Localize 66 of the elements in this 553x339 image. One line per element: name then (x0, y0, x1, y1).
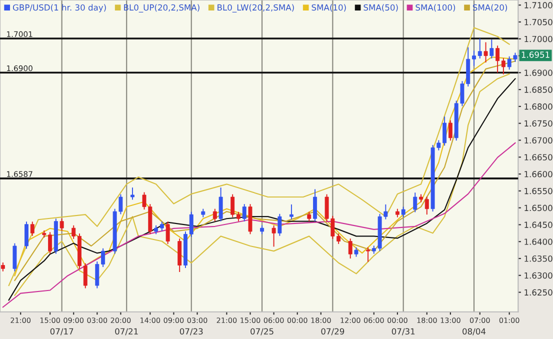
candlestick (30, 221, 34, 236)
candlestick (166, 221, 170, 244)
candlestick (178, 238, 182, 272)
y-tick-label: 1.6650 (524, 154, 552, 160)
y-tick-label: 1.6400 (524, 238, 552, 245)
line-series (8, 27, 510, 286)
candlestick (354, 246, 358, 258)
y-tick-label: 1.6350 (524, 255, 552, 262)
candlestick (83, 262, 88, 289)
y-tick-label: 1.6250 (524, 289, 552, 296)
candlestick (472, 50, 476, 66)
candlestick (242, 204, 246, 222)
x-tick-label: 07/31 (392, 328, 415, 336)
candlestick (189, 211, 194, 238)
candlestick (236, 211, 240, 222)
candlestick (101, 248, 106, 268)
y-tick-label: 1.6800 (524, 103, 552, 110)
candlestick (501, 58, 506, 75)
candlestick (12, 242, 17, 272)
candlestick (130, 187, 134, 200)
y-tick-label: 1.6550 (524, 188, 552, 194)
y-tick-label: 1.6750 (524, 120, 552, 127)
candlestick (478, 38, 482, 59)
candlestick (289, 204, 294, 220)
candlestick (24, 221, 28, 250)
candlestick (448, 120, 452, 142)
candlestick (230, 194, 235, 218)
legend-label: GBP/USD(1 hr. 30 day) (12, 4, 106, 12)
candlestick (72, 224, 76, 240)
candlestick (272, 224, 276, 248)
annotation: 1.6951 (522, 52, 550, 58)
x-tick-label: 07/23 (180, 328, 203, 336)
candlestick (95, 261, 100, 289)
y-tick-label: 1.7000 (524, 36, 552, 42)
legend-label: SMA(50) (364, 4, 398, 12)
y-tick-label: 1.6700 (524, 137, 552, 144)
y-tick-label: 1.6300 (524, 272, 552, 279)
y-tick-label: 1.6500 (524, 204, 552, 212)
x-tick-label: 08/04 (462, 328, 486, 336)
candlestick (413, 192, 418, 213)
x-tick-label: 07/25 (250, 328, 274, 336)
y-tick-label: 1.7050 (524, 18, 552, 26)
candlestick (160, 221, 164, 232)
x-tick-label: 07/17 (50, 328, 74, 336)
candlestick (278, 213, 282, 236)
y-tick-label: 1.6600 (524, 171, 552, 178)
candlestick (424, 196, 429, 216)
x-tick-label: 07/29 (321, 328, 344, 336)
candlestick (484, 42, 488, 63)
y-tick-label: 1.6900 (524, 70, 552, 76)
candlestick (496, 45, 500, 74)
candlestick (218, 187, 223, 222)
candlestick (212, 208, 217, 222)
legend-label: SMA(100) (416, 4, 456, 12)
candlestick (307, 211, 312, 222)
candlestick (60, 218, 64, 232)
candlestick (401, 206, 406, 218)
y-tick-label: 1.6450 (524, 222, 552, 228)
x-tick-label: 07/21 (115, 328, 138, 336)
candlestick (366, 246, 370, 262)
candlestick (313, 188, 317, 222)
candlestick (490, 39, 494, 59)
line-series (2, 142, 516, 308)
y-tick-label: 1.7100 (524, 2, 552, 8)
y-tick-label: 1.6850 (524, 86, 552, 93)
candlestick (348, 238, 352, 259)
